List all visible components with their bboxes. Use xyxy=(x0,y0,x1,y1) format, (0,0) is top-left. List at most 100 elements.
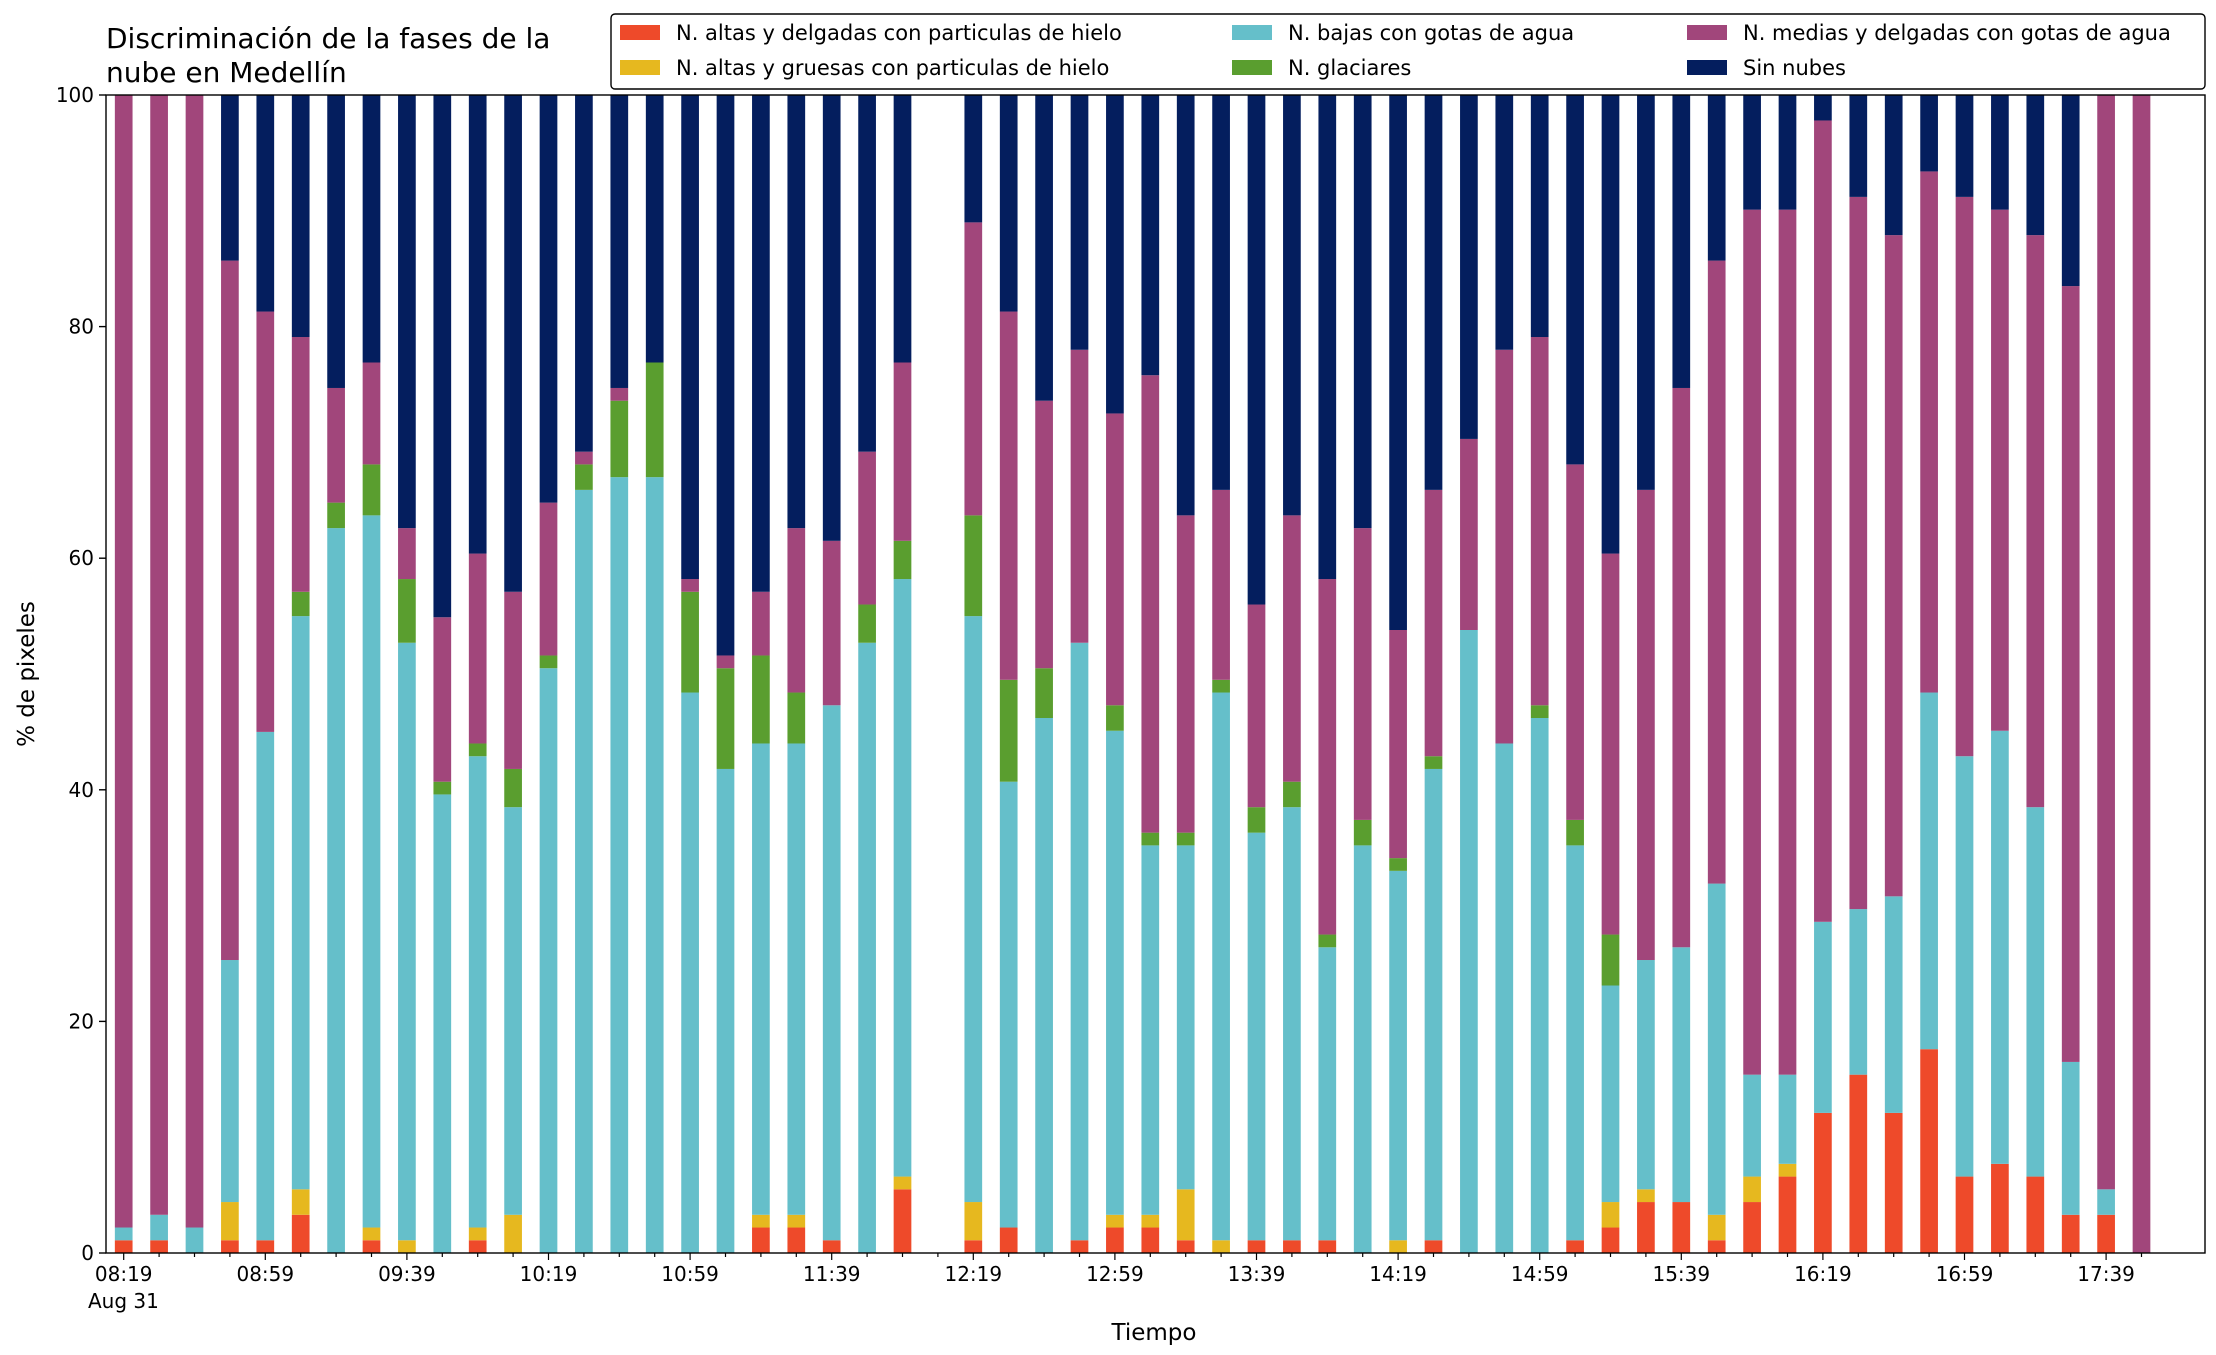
bar-segment xyxy=(1920,692,1938,1050)
bar-segment xyxy=(1849,909,1868,1075)
x-tick-label: 12:59 xyxy=(1086,1262,1144,1286)
x-tick-label: 08:19 xyxy=(95,1262,153,1286)
bar-segment xyxy=(1176,1240,1195,1253)
bar-segment xyxy=(858,95,876,452)
bar-segment xyxy=(645,95,664,363)
bar-segment xyxy=(1389,95,1407,630)
bar-segment xyxy=(964,515,983,617)
legend-swatch xyxy=(1232,60,1272,75)
bar-segment xyxy=(2061,95,2080,287)
legend-label: Sin nubes xyxy=(1743,56,1846,80)
bar-segment xyxy=(1778,1176,1797,1253)
y-axis-label: % de pixeles xyxy=(14,601,40,747)
bar-segment xyxy=(1212,95,1230,490)
bar-segment xyxy=(1495,95,1514,350)
bar-segment xyxy=(1991,1163,2009,1253)
bar-segment xyxy=(645,362,664,478)
bar-segment xyxy=(256,95,275,312)
bar-segment xyxy=(1530,718,1549,1253)
bar-segment xyxy=(1530,95,1549,338)
bar-segment xyxy=(1035,400,1053,669)
bar-segment xyxy=(291,1189,310,1215)
bar-segment xyxy=(1176,95,1195,516)
x-tick-label: 10:19 xyxy=(520,1262,578,1286)
bar-segment xyxy=(2132,95,2151,1253)
bar-segment xyxy=(2061,1061,2080,1215)
bar-segment xyxy=(1530,337,1549,706)
bar-segment xyxy=(1707,260,1726,884)
bar-segment xyxy=(1389,629,1407,859)
x-tick-label: 10:59 xyxy=(661,1262,719,1286)
bar-segment xyxy=(787,1214,806,1228)
bar-segment xyxy=(1849,196,1868,910)
bar-segment xyxy=(1353,95,1372,529)
bar-segment xyxy=(1814,120,1832,922)
bar-segment xyxy=(1035,718,1053,1253)
bar-segment xyxy=(999,679,1018,782)
y-tick-label: 20 xyxy=(69,1009,94,1033)
bar-segment xyxy=(645,477,664,1253)
bar-segment xyxy=(398,642,416,1241)
y-tick-label: 40 xyxy=(69,778,94,802)
bar-segment xyxy=(1460,629,1478,1253)
bar-segment xyxy=(1424,756,1443,769)
bar-segment xyxy=(893,540,912,580)
bar-segment xyxy=(1247,95,1266,605)
y-tick-label: 80 xyxy=(69,315,94,339)
bar-segment xyxy=(2026,807,2045,1177)
bar-segment xyxy=(1707,95,1726,261)
bar-segment xyxy=(1424,95,1443,490)
bar-segment xyxy=(999,781,1018,1228)
bar-segment xyxy=(1212,679,1230,693)
x-tick-label: 12:19 xyxy=(944,1262,1002,1286)
bar-segment xyxy=(150,95,168,1215)
bar-segment xyxy=(398,528,416,580)
bar-segment xyxy=(1035,668,1053,719)
bar-segment xyxy=(787,692,806,744)
bar-segment xyxy=(1106,1227,1124,1253)
bar-segment xyxy=(327,387,345,503)
bar-segment xyxy=(539,668,558,1253)
bar-segment xyxy=(1530,705,1549,719)
legend-swatch xyxy=(620,60,660,75)
bar-segment xyxy=(681,692,699,1253)
bar-segment xyxy=(221,260,239,961)
bar-segment xyxy=(1743,1202,1761,1253)
bar-segment xyxy=(752,591,770,656)
bar-segment xyxy=(1672,947,1691,1203)
bar-segment xyxy=(1106,730,1124,1215)
bar-segment xyxy=(468,1227,487,1241)
legend: N. altas y delgadas con particulas de hi… xyxy=(610,13,2206,90)
bar-segment xyxy=(610,95,629,388)
bar-segment xyxy=(1070,349,1089,643)
bar-segment xyxy=(1566,845,1584,1241)
bar-segment xyxy=(1884,896,1903,1113)
bar-segment xyxy=(1495,743,1514,1253)
bar-segment xyxy=(716,668,735,769)
bar-segment xyxy=(327,502,345,529)
bar-segment xyxy=(1106,413,1124,706)
plot-frame xyxy=(105,94,2206,1254)
bar-segment xyxy=(1212,692,1230,1241)
bar-segment xyxy=(716,95,735,656)
bar-segment xyxy=(1849,95,1868,197)
bar-segment xyxy=(1601,1202,1620,1228)
bar-segment xyxy=(1141,375,1160,833)
bar-segment xyxy=(362,464,381,516)
bar-segment xyxy=(468,756,487,1228)
bar-segment xyxy=(1318,579,1337,935)
bar-segment xyxy=(1070,95,1089,350)
bar-segment xyxy=(504,1214,522,1253)
bar-segment xyxy=(1460,438,1478,630)
bar-segment xyxy=(752,743,770,1215)
bar-segment xyxy=(1814,921,1832,1113)
bar-segment xyxy=(362,362,381,465)
bar-segment xyxy=(539,95,558,503)
bar-segment xyxy=(1814,95,1832,121)
bar-segment xyxy=(1141,1227,1160,1253)
legend-swatch xyxy=(620,25,660,40)
bar-segment xyxy=(822,1240,841,1253)
bar-segment xyxy=(1247,604,1266,808)
bar-segment xyxy=(787,95,806,529)
